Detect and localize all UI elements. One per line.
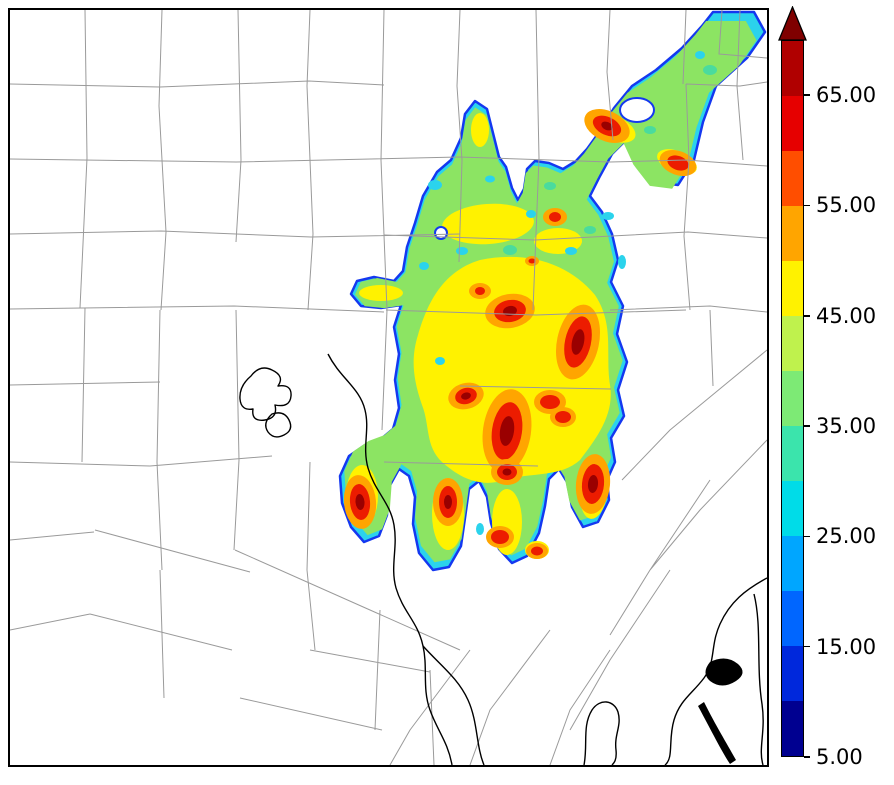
colorbar-band <box>782 316 803 371</box>
colorbar-band <box>782 591 803 646</box>
map-panel <box>8 8 769 767</box>
colorbar-tick-label: 35.00 <box>816 414 877 439</box>
bay-inlet <box>583 701 620 765</box>
colorbar-band <box>782 426 803 481</box>
colorbar-tick-mark <box>804 756 810 758</box>
colorbar-tick-mark <box>804 315 810 317</box>
colorbar-tick-mark <box>804 94 810 96</box>
map-svg <box>10 10 767 765</box>
lake-outline <box>239 367 292 421</box>
river-branch <box>422 645 485 765</box>
county-boundaries <box>10 10 767 765</box>
shoreline-edge <box>753 593 764 765</box>
colorbar-arrow <box>778 6 807 41</box>
contour-speckles <box>419 51 717 535</box>
lake-outline-small <box>265 412 292 438</box>
colorbar-band <box>782 536 803 591</box>
colorbar-band <box>782 701 803 756</box>
contour-holes <box>434 97 655 240</box>
colorbar-arrow-shape <box>778 6 807 41</box>
colorbar-tick-mark <box>804 535 810 538</box>
colorbar-band <box>782 481 803 536</box>
colorbar-band <box>782 151 803 206</box>
colorbar-tick-label: 65.00 <box>816 83 877 108</box>
colorbar-tick-label: 5.00 <box>816 745 863 769</box>
barrier-island <box>698 702 736 764</box>
contour-field <box>338 10 767 572</box>
colorbar-ticks: 65.00 55.00 45.00 35.00 25.00 15.00 5.00 <box>804 40 894 769</box>
colorbar-tick-mark <box>804 425 810 427</box>
colorbar-band <box>782 371 803 426</box>
colorbar-bands <box>781 40 804 757</box>
colorbar-tick-label: 15.00 <box>816 634 877 659</box>
coastline <box>664 577 767 765</box>
colorbar-band <box>782 261 803 316</box>
high-value-cores <box>343 109 697 559</box>
bay-island <box>705 658 743 686</box>
colorbar-tick-label: 45.00 <box>816 303 877 328</box>
colorbar-tick-mark <box>804 645 810 648</box>
colorbar-tick-label: 55.00 <box>816 193 877 218</box>
colorbar-band <box>782 206 803 261</box>
water-features <box>239 353 767 765</box>
colorbar-band <box>782 646 803 701</box>
colorbar-band <box>782 96 803 151</box>
colorbar-tick-mark <box>804 204 810 207</box>
colorbar-band <box>782 41 803 96</box>
river-line <box>327 353 453 765</box>
colorbar-tick-label: 25.00 <box>816 524 877 549</box>
